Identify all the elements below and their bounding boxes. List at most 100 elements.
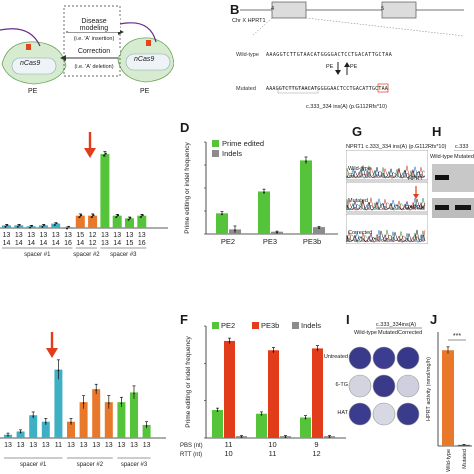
panel-c-bar: [51, 223, 61, 228]
panel-e-point: [7, 434, 9, 437]
chromatogram-trace: [346, 166, 426, 179]
panel-e-point: [82, 402, 85, 404]
panel-e-x-tick: 13: [80, 442, 88, 449]
panel-i-plates: [348, 327, 422, 426]
culture-plate: [348, 402, 372, 426]
panel-c-point: [103, 154, 105, 157]
panel-c-point: [41, 225, 44, 228]
panel-d-bar: [258, 191, 270, 234]
panel-f-legend-label: PE2: [221, 321, 235, 330]
panel-c-group-label: spacer #3: [110, 252, 137, 258]
culture-plate: [396, 402, 420, 426]
panel-f-pbs-tick: 11: [225, 440, 233, 449]
panel-j-label: J: [430, 312, 438, 327]
panel-c-tick-row2: 12: [89, 240, 97, 247]
panel-c-point: [31, 224, 33, 227]
panel-f-rtt-tick: 10: [224, 449, 232, 458]
panel-c-bar: [137, 215, 147, 228]
panel-f-rtt-tick: 12: [312, 449, 320, 458]
panel-c-point: [53, 224, 56, 226]
panel-f-bar: [212, 410, 223, 438]
panel-c-tick-row1: 15: [76, 232, 84, 239]
chromatogram-trace: [346, 229, 426, 243]
panel-d-legend-label: Indels: [222, 149, 242, 158]
panel-c-tick-row1: 13: [27, 232, 35, 239]
panel-e-x-tick: 13: [105, 442, 113, 449]
panel-d-legend-swatch: [212, 140, 219, 147]
panel-e-bar: [67, 421, 75, 438]
panel-c-point: [80, 214, 83, 217]
panel-e-point: [57, 369, 60, 372]
panel-d-point: [305, 160, 307, 163]
panel-c-point: [78, 216, 81, 219]
panel-c-point: [129, 216, 132, 219]
mutation-label: c.333_334 ins(A) (p.G112Rfs*10): [306, 104, 387, 110]
panel-f-point: [304, 417, 307, 420]
pe-right-label: PE: [140, 88, 150, 95]
panel-c-bar: [100, 154, 110, 228]
panel-d-legend-swatch: [212, 150, 219, 157]
panel-f-legend-swatch: [252, 322, 259, 329]
panel-e-group-label: spacer #1: [20, 462, 47, 468]
panel-e-x-tick: 13: [92, 442, 100, 449]
panel-c-tick-row1: 13: [3, 232, 11, 239]
chromatogram-trace: [346, 165, 426, 179]
panel-g-label: G: [352, 124, 363, 139]
panel-e-group-label: spacer #3: [121, 462, 148, 468]
panel-c-group-label: spacer #2: [73, 252, 100, 258]
chromatogram-trace: [346, 197, 426, 211]
panel-c-point: [90, 216, 93, 219]
panel-f-pbs-tick: 10: [268, 440, 276, 449]
culture-plate: [396, 346, 420, 370]
panel-j-y-label: HPRT activity (nmol/mg/h): [426, 357, 432, 421]
wildtype-seq-label: Wild-type: [236, 52, 259, 58]
panel-j-x-tick: Wild-type: [446, 449, 452, 472]
pe-left-label: PE: [28, 88, 38, 95]
panel-f-bar: [268, 350, 279, 438]
panel-e-bar: [16, 431, 25, 438]
panel-c-tick-row1: 12: [89, 232, 97, 239]
panel-c-group-label: spacer #1: [24, 252, 51, 258]
panel-c-tick-row1: 13: [52, 232, 60, 239]
panel-f-bar: [300, 417, 311, 438]
exon-5-label: 5: [381, 6, 385, 12]
panel-a-schematic: [0, 5, 174, 85]
panel-b-label: B: [230, 2, 240, 17]
pe-arrow-right-label: PE: [350, 64, 358, 70]
panel-f-point: [284, 436, 287, 438]
panel-d-point: [234, 229, 236, 232]
panel-c-tick-row2: 14: [15, 240, 23, 247]
panel-c-point: [139, 216, 142, 219]
panel-f-point: [316, 348, 319, 351]
panel-e-point: [95, 389, 97, 391]
panel-c-tick-row1: 13: [40, 232, 48, 239]
panel-b-gene-diagram: [240, 1, 465, 94]
panel-c-point: [105, 152, 107, 155]
panel-c-tick-row2: 13: [101, 240, 109, 247]
panel-h-label: H: [432, 124, 442, 139]
panel-c-point: [66, 227, 68, 230]
panel-f-rtt-label: RTT (nt): [180, 452, 202, 458]
panel-h-western-blot: [432, 150, 474, 218]
panel-c-point: [43, 223, 46, 226]
panel-c-point: [4, 225, 7, 228]
panel-e-bar: [41, 421, 50, 438]
panel-f-point: [228, 341, 231, 343]
panel-e-point: [120, 402, 123, 404]
panel-e-chart: 13 13 13 13 11 13 13 13 13 13 13 13 spacer #1 spacer …: [0, 359, 166, 468]
panel-f-bar: [312, 348, 323, 438]
plates-row-hat: HAT: [337, 410, 348, 416]
panel-c-point: [18, 223, 21, 226]
western-row-hprt: HPRT: [408, 176, 423, 182]
pe-arrow-left-label: PE: [326, 64, 334, 70]
panel-c-point: [16, 225, 19, 228]
panel-e-bar: [117, 402, 126, 438]
mutated-seq-label: Mutated: [236, 86, 256, 92]
panel-e-group-label: spacer #2: [77, 462, 104, 468]
chromatogram-trace: [346, 229, 426, 243]
panel-d-point: [276, 231, 278, 234]
panel-c-bar: [125, 218, 134, 228]
panel-d-legend-label: Prime edited: [222, 139, 264, 148]
panel-e-red-arrow: [46, 332, 58, 358]
panel-e-bar: [29, 415, 38, 438]
